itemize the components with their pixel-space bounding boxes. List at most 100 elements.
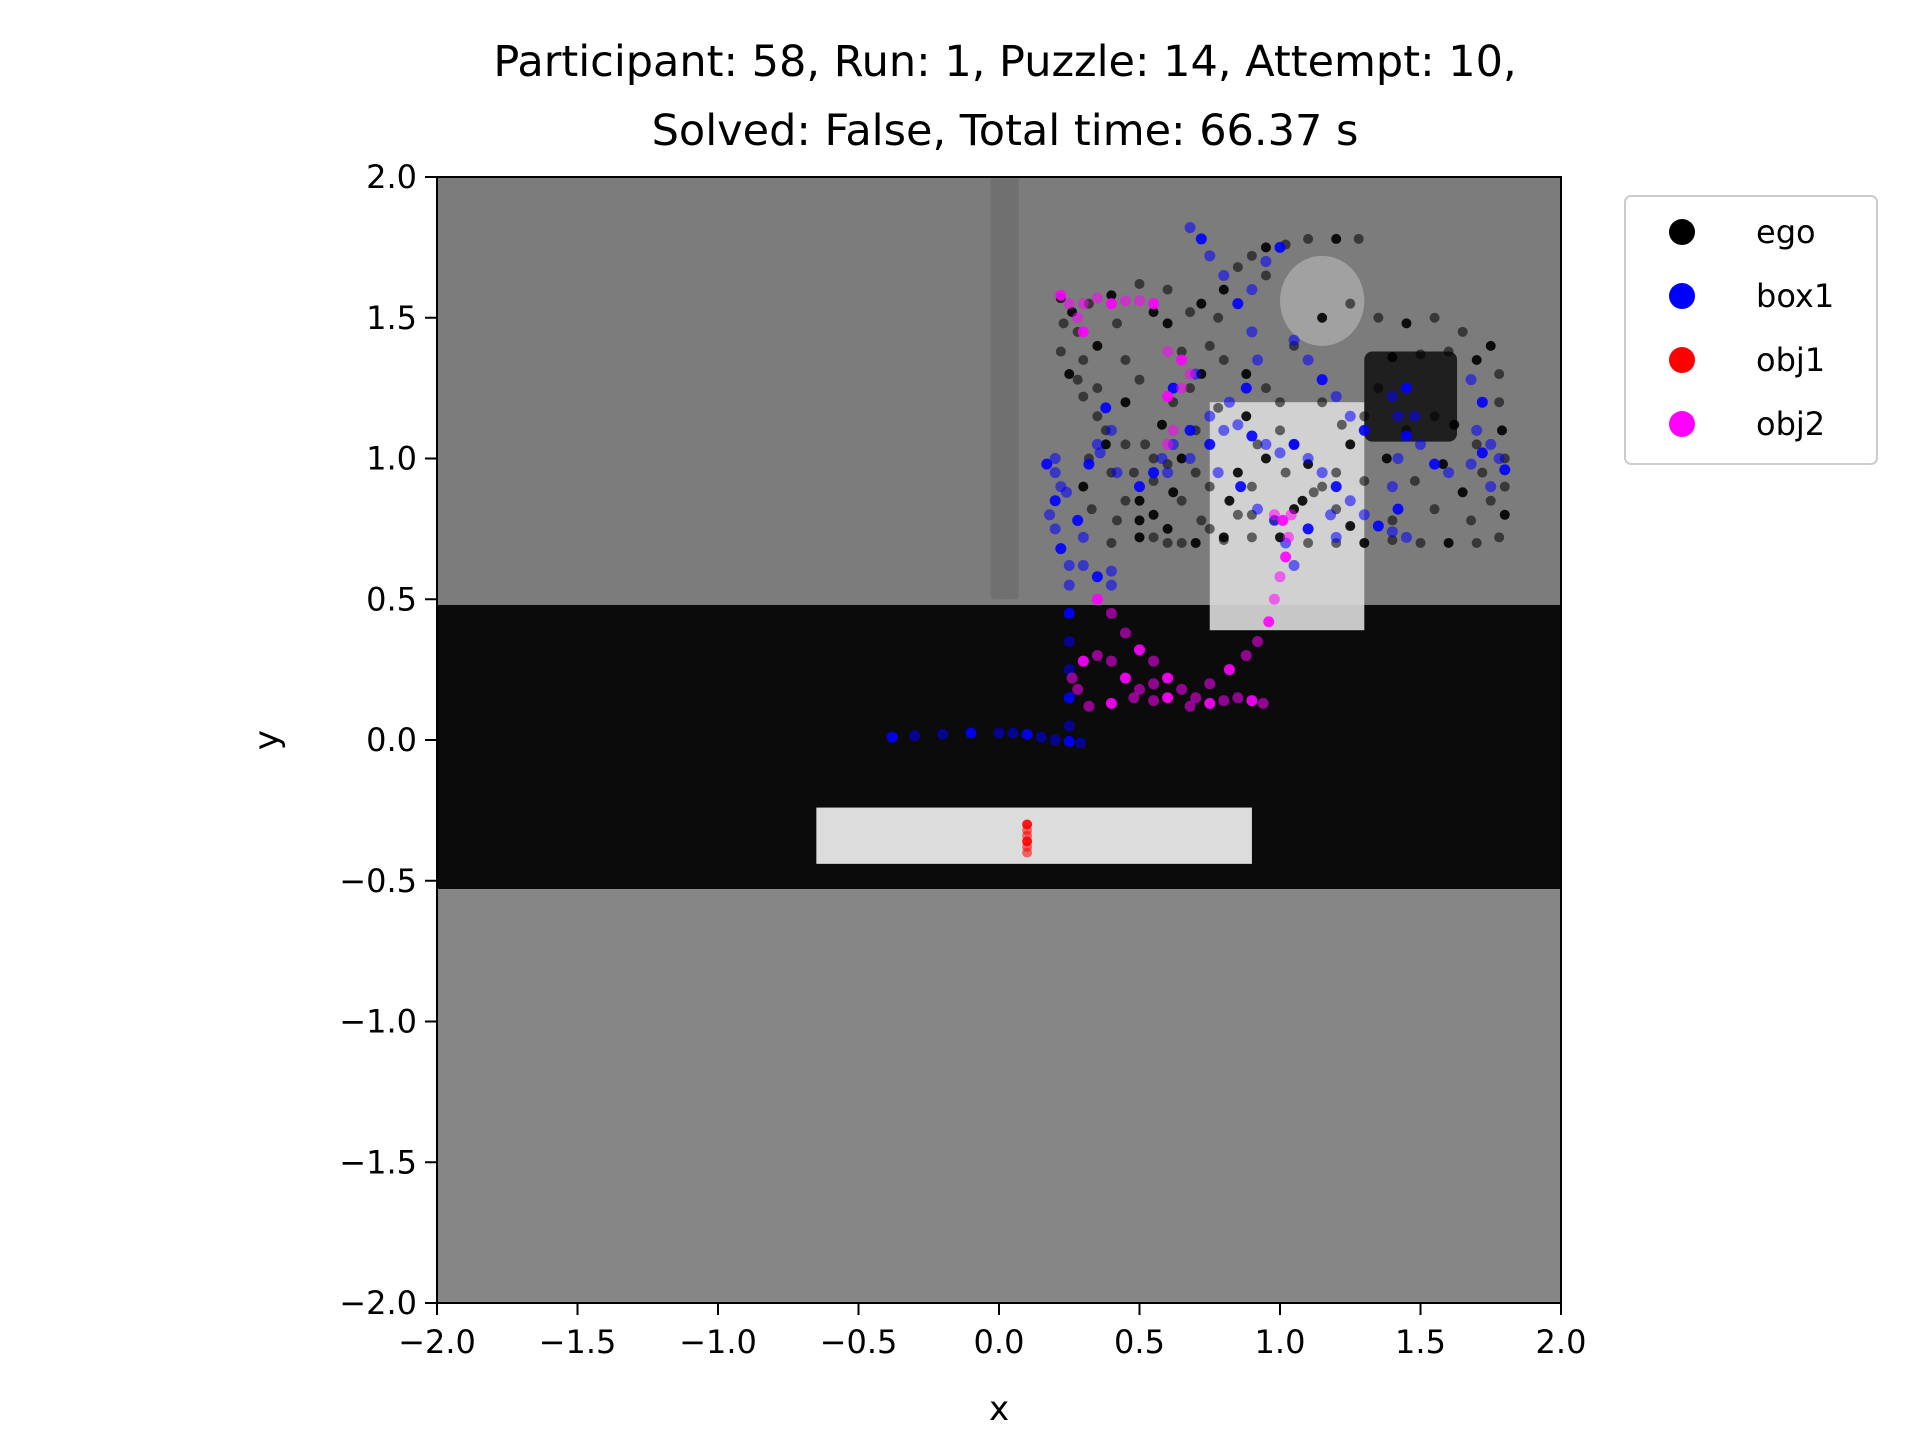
ego-point xyxy=(1275,397,1285,408)
box1-point xyxy=(1330,391,1342,403)
box1-point xyxy=(1060,486,1072,498)
scene-wall xyxy=(990,177,1019,600)
ego-point xyxy=(1168,487,1179,498)
ego-point xyxy=(1359,537,1370,548)
series-obj2 xyxy=(1055,289,1297,712)
obj2-point xyxy=(1257,697,1269,709)
ego-point xyxy=(1496,425,1507,436)
ego-point xyxy=(1331,467,1342,478)
obj2-point xyxy=(1277,514,1289,526)
x-tick-label: 0.5 xyxy=(1114,1323,1165,1361)
ego-point xyxy=(1176,495,1187,506)
ego-point xyxy=(1162,318,1173,329)
ego-point xyxy=(1204,481,1215,492)
ego-point xyxy=(1162,284,1173,295)
obj2-point xyxy=(1119,627,1131,639)
x-tick-label: −0.5 xyxy=(820,1323,898,1361)
x-tick-label: −2.0 xyxy=(398,1323,476,1361)
ego-point xyxy=(1373,312,1384,323)
obj2-point xyxy=(1176,382,1188,394)
ego-point xyxy=(1387,515,1398,526)
ego-point xyxy=(1345,439,1356,450)
ego-point xyxy=(1359,411,1370,422)
ego-point xyxy=(1213,312,1224,323)
y-tick-label: 0.5 xyxy=(366,580,417,618)
box1-point xyxy=(1195,233,1207,245)
obj2-point xyxy=(1119,295,1131,307)
obj2-point xyxy=(1274,571,1286,583)
box1-point xyxy=(1063,635,1075,647)
ego-point xyxy=(1485,495,1496,506)
ego-point xyxy=(1134,515,1145,526)
ego-point xyxy=(1218,532,1229,543)
ego-point xyxy=(1148,453,1159,464)
obj2-point xyxy=(1077,655,1089,667)
box1-point xyxy=(1499,464,1511,476)
chart-title-line1: Participant: 58, Run: 1, Puzzle: 14, Att… xyxy=(493,37,1516,87)
box1-point xyxy=(1049,523,1061,535)
y-axis-ticks: −2.0 −1.5 −1.0 −0.5 0.0 0.5 1.0 1.5 2.0 xyxy=(339,158,437,1322)
ego-point xyxy=(1100,439,1111,450)
ego-point xyxy=(1429,312,1440,323)
box1-point xyxy=(993,727,1005,739)
obj2-point xyxy=(1128,692,1140,704)
ego-point xyxy=(1494,397,1505,408)
box1-point xyxy=(1386,526,1398,538)
box1-point xyxy=(1302,523,1314,535)
legend-marker-box1 xyxy=(1669,283,1695,309)
ego-point xyxy=(1232,509,1243,520)
ego-point xyxy=(1086,504,1097,515)
box1-point xyxy=(1049,734,1061,746)
box1-point xyxy=(1105,579,1117,591)
box1-point xyxy=(1105,565,1117,577)
ego-point xyxy=(1499,481,1510,492)
box1-point xyxy=(1471,424,1483,436)
ego-point xyxy=(1185,307,1196,318)
box1-point xyxy=(1252,503,1264,515)
obj2-point xyxy=(1252,635,1264,647)
ego-point xyxy=(1190,537,1201,548)
ego-point xyxy=(1485,340,1496,351)
box1-point xyxy=(1049,453,1061,464)
obj2-point xyxy=(1240,650,1252,662)
ego-point xyxy=(1246,250,1257,261)
obj2-point xyxy=(1184,368,1196,380)
ego-point xyxy=(1387,352,1398,363)
x-tick-label: 1.5 xyxy=(1395,1323,1446,1361)
ego-point xyxy=(1120,495,1131,506)
box1-point xyxy=(1184,424,1196,436)
ego-point xyxy=(1218,284,1229,295)
obj2-point xyxy=(1268,509,1280,521)
obj2-point xyxy=(1105,298,1117,310)
obj2-point xyxy=(1184,700,1196,712)
ego-point xyxy=(1112,318,1123,329)
box1-point xyxy=(1111,467,1123,479)
box1-point xyxy=(1325,509,1337,521)
obj2-point xyxy=(1134,295,1145,307)
obj2-point xyxy=(1246,695,1258,707)
y-tick-label: −0.5 xyxy=(339,862,417,900)
ego-point xyxy=(1120,439,1131,450)
ego-point xyxy=(1224,495,1235,506)
ego-point xyxy=(1443,346,1454,357)
y-tick-label: 2.0 xyxy=(366,158,417,196)
x-axis-ticks: −2.0 −1.5 −1.0 −0.5 0.0 0.5 1.0 1.5 2.0 xyxy=(398,1303,1586,1361)
box1-point xyxy=(1148,467,1160,479)
box1-point xyxy=(1358,509,1370,521)
y-tick-label: −2.0 xyxy=(339,1284,417,1322)
obj2-point xyxy=(1134,644,1145,656)
box1-point xyxy=(1044,509,1056,521)
ego-point xyxy=(1373,383,1384,394)
obj2-point xyxy=(1162,391,1174,403)
ego-point xyxy=(1260,383,1271,394)
box1-point xyxy=(1204,438,1216,450)
box1-point xyxy=(1063,692,1075,704)
box1-point xyxy=(1274,447,1286,459)
box1-point xyxy=(1409,410,1421,422)
box1-point xyxy=(1083,458,1095,470)
ego-point xyxy=(1190,467,1201,478)
ego-point xyxy=(1140,439,1151,450)
box1-point xyxy=(909,730,921,742)
legend-label-ego: ego xyxy=(1756,213,1816,251)
box1-point xyxy=(1400,531,1412,543)
